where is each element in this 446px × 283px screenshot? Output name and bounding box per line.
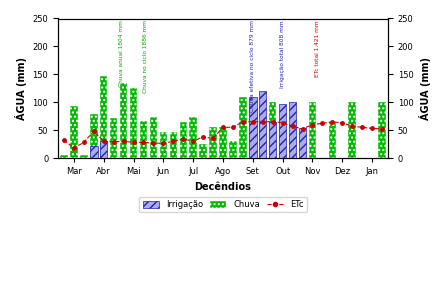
Bar [130, 88, 137, 158]
Bar [160, 132, 167, 158]
Y-axis label: ÁGUA (mm): ÁGUA (mm) [419, 57, 431, 120]
Bar [120, 83, 128, 158]
Bar [249, 97, 256, 158]
Y-axis label: ÁGUA (mm): ÁGUA (mm) [15, 57, 27, 120]
Text: Chuva anual 1804 mm: Chuva anual 1804 mm [119, 20, 124, 87]
Bar [169, 132, 177, 158]
Text: Chuva efetiva no ciclo 879 mm: Chuva efetiva no ciclo 879 mm [250, 20, 255, 112]
Text: ETc total 1.421 mm: ETc total 1.421 mm [315, 20, 320, 77]
Bar [289, 102, 296, 158]
Bar [299, 128, 306, 158]
Bar [279, 104, 286, 158]
Legend: Irrigação, Chuva, ETc: Irrigação, Chuva, ETc [139, 197, 307, 213]
Bar [70, 106, 78, 158]
Bar [60, 155, 68, 158]
Text: Irrigação total 808 mm: Irrigação total 808 mm [280, 20, 285, 88]
Bar [239, 97, 247, 158]
Bar [90, 146, 98, 158]
Bar [209, 127, 217, 158]
Bar [150, 117, 157, 158]
Bar [309, 102, 316, 158]
Bar [378, 102, 386, 158]
Bar [100, 141, 107, 158]
Bar [100, 76, 107, 158]
X-axis label: Decêndios: Decêndios [194, 182, 252, 192]
Bar [279, 125, 286, 158]
Bar [90, 115, 98, 158]
Bar [140, 121, 147, 158]
Bar [199, 144, 207, 158]
Bar [249, 103, 256, 158]
Bar [180, 122, 187, 158]
Bar [190, 117, 197, 158]
Bar [348, 102, 356, 158]
Bar [219, 127, 227, 158]
Text: Chuva no ciclo 1886 mm: Chuva no ciclo 1886 mm [143, 20, 148, 93]
Bar [259, 91, 266, 158]
Bar [80, 155, 87, 158]
Bar [329, 122, 336, 158]
Bar [259, 122, 266, 158]
Bar [229, 141, 237, 158]
Bar [110, 118, 117, 158]
Bar [269, 102, 277, 158]
Bar [289, 135, 296, 158]
Bar [269, 122, 277, 158]
